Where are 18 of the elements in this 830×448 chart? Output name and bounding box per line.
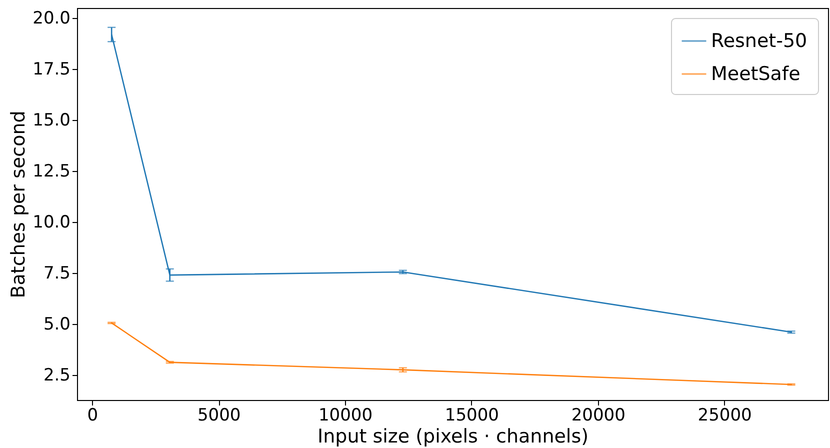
x-tick-label: 0 [87,406,98,426]
x-tick-label: 25000 [698,406,752,426]
legend-label: MeetSafe [711,63,800,85]
x-tick-label: 5000 [197,406,241,426]
y-tick-label: 7.5 [43,264,70,284]
x-axis-title: Input size (pixels · channels) [317,426,589,448]
y-tick-label: 12.5 [32,162,70,182]
y-tick-label: 20.0 [32,8,70,29]
y-tick-label: 10.0 [32,212,70,233]
x-tick-label: 15000 [444,406,500,426]
x-tick-label: 20000 [571,406,626,426]
legend-label: Resnet-50 [711,30,808,52]
y-axis-title: Batches per second [8,110,30,298]
y-tick-label: 15.0 [32,110,70,131]
y-tick-label: 5.0 [43,314,70,334]
y-tick-label: 2.5 [43,365,70,386]
x-tick-label: 10000 [318,406,373,426]
y-tick-label: 17.5 [32,60,70,80]
